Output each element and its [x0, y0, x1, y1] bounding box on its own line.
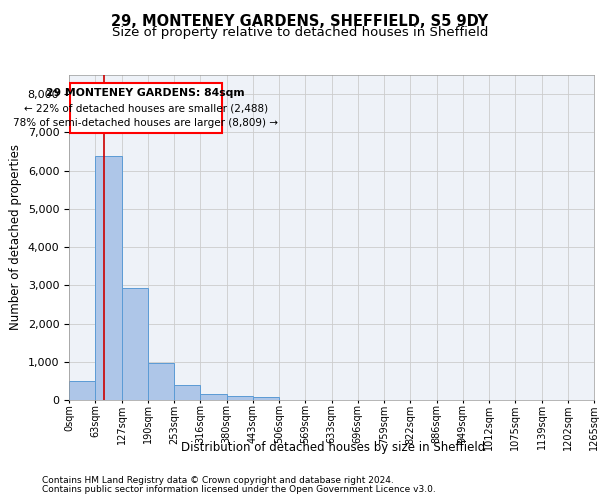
Text: 29 MONTENEY GARDENS: 84sqm: 29 MONTENEY GARDENS: 84sqm: [46, 88, 245, 98]
Bar: [227, 396, 253, 400]
Bar: [174, 386, 200, 400]
Text: ← 22% of detached houses are smaller (2,488): ← 22% of detached houses are smaller (2,…: [24, 103, 268, 113]
Text: Size of property relative to detached houses in Sheffield: Size of property relative to detached ho…: [112, 26, 488, 39]
Bar: [253, 396, 279, 400]
Text: Contains public sector information licensed under the Open Government Licence v3: Contains public sector information licen…: [42, 485, 436, 494]
Bar: [200, 394, 227, 400]
Bar: [95, 156, 122, 400]
Text: Distribution of detached houses by size in Sheffield: Distribution of detached houses by size …: [181, 441, 485, 454]
Text: Contains HM Land Registry data © Crown copyright and database right 2024.: Contains HM Land Registry data © Crown c…: [42, 476, 394, 485]
Y-axis label: Number of detached properties: Number of detached properties: [9, 144, 22, 330]
Text: 78% of semi-detached houses are larger (8,809) →: 78% of semi-detached houses are larger (…: [13, 118, 278, 128]
Bar: [148, 364, 174, 400]
Bar: [69, 382, 95, 400]
Bar: [122, 288, 148, 400]
Text: 29, MONTENEY GARDENS, SHEFFIELD, S5 9DY: 29, MONTENEY GARDENS, SHEFFIELD, S5 9DY: [112, 14, 488, 29]
FancyBboxPatch shape: [70, 84, 222, 134]
